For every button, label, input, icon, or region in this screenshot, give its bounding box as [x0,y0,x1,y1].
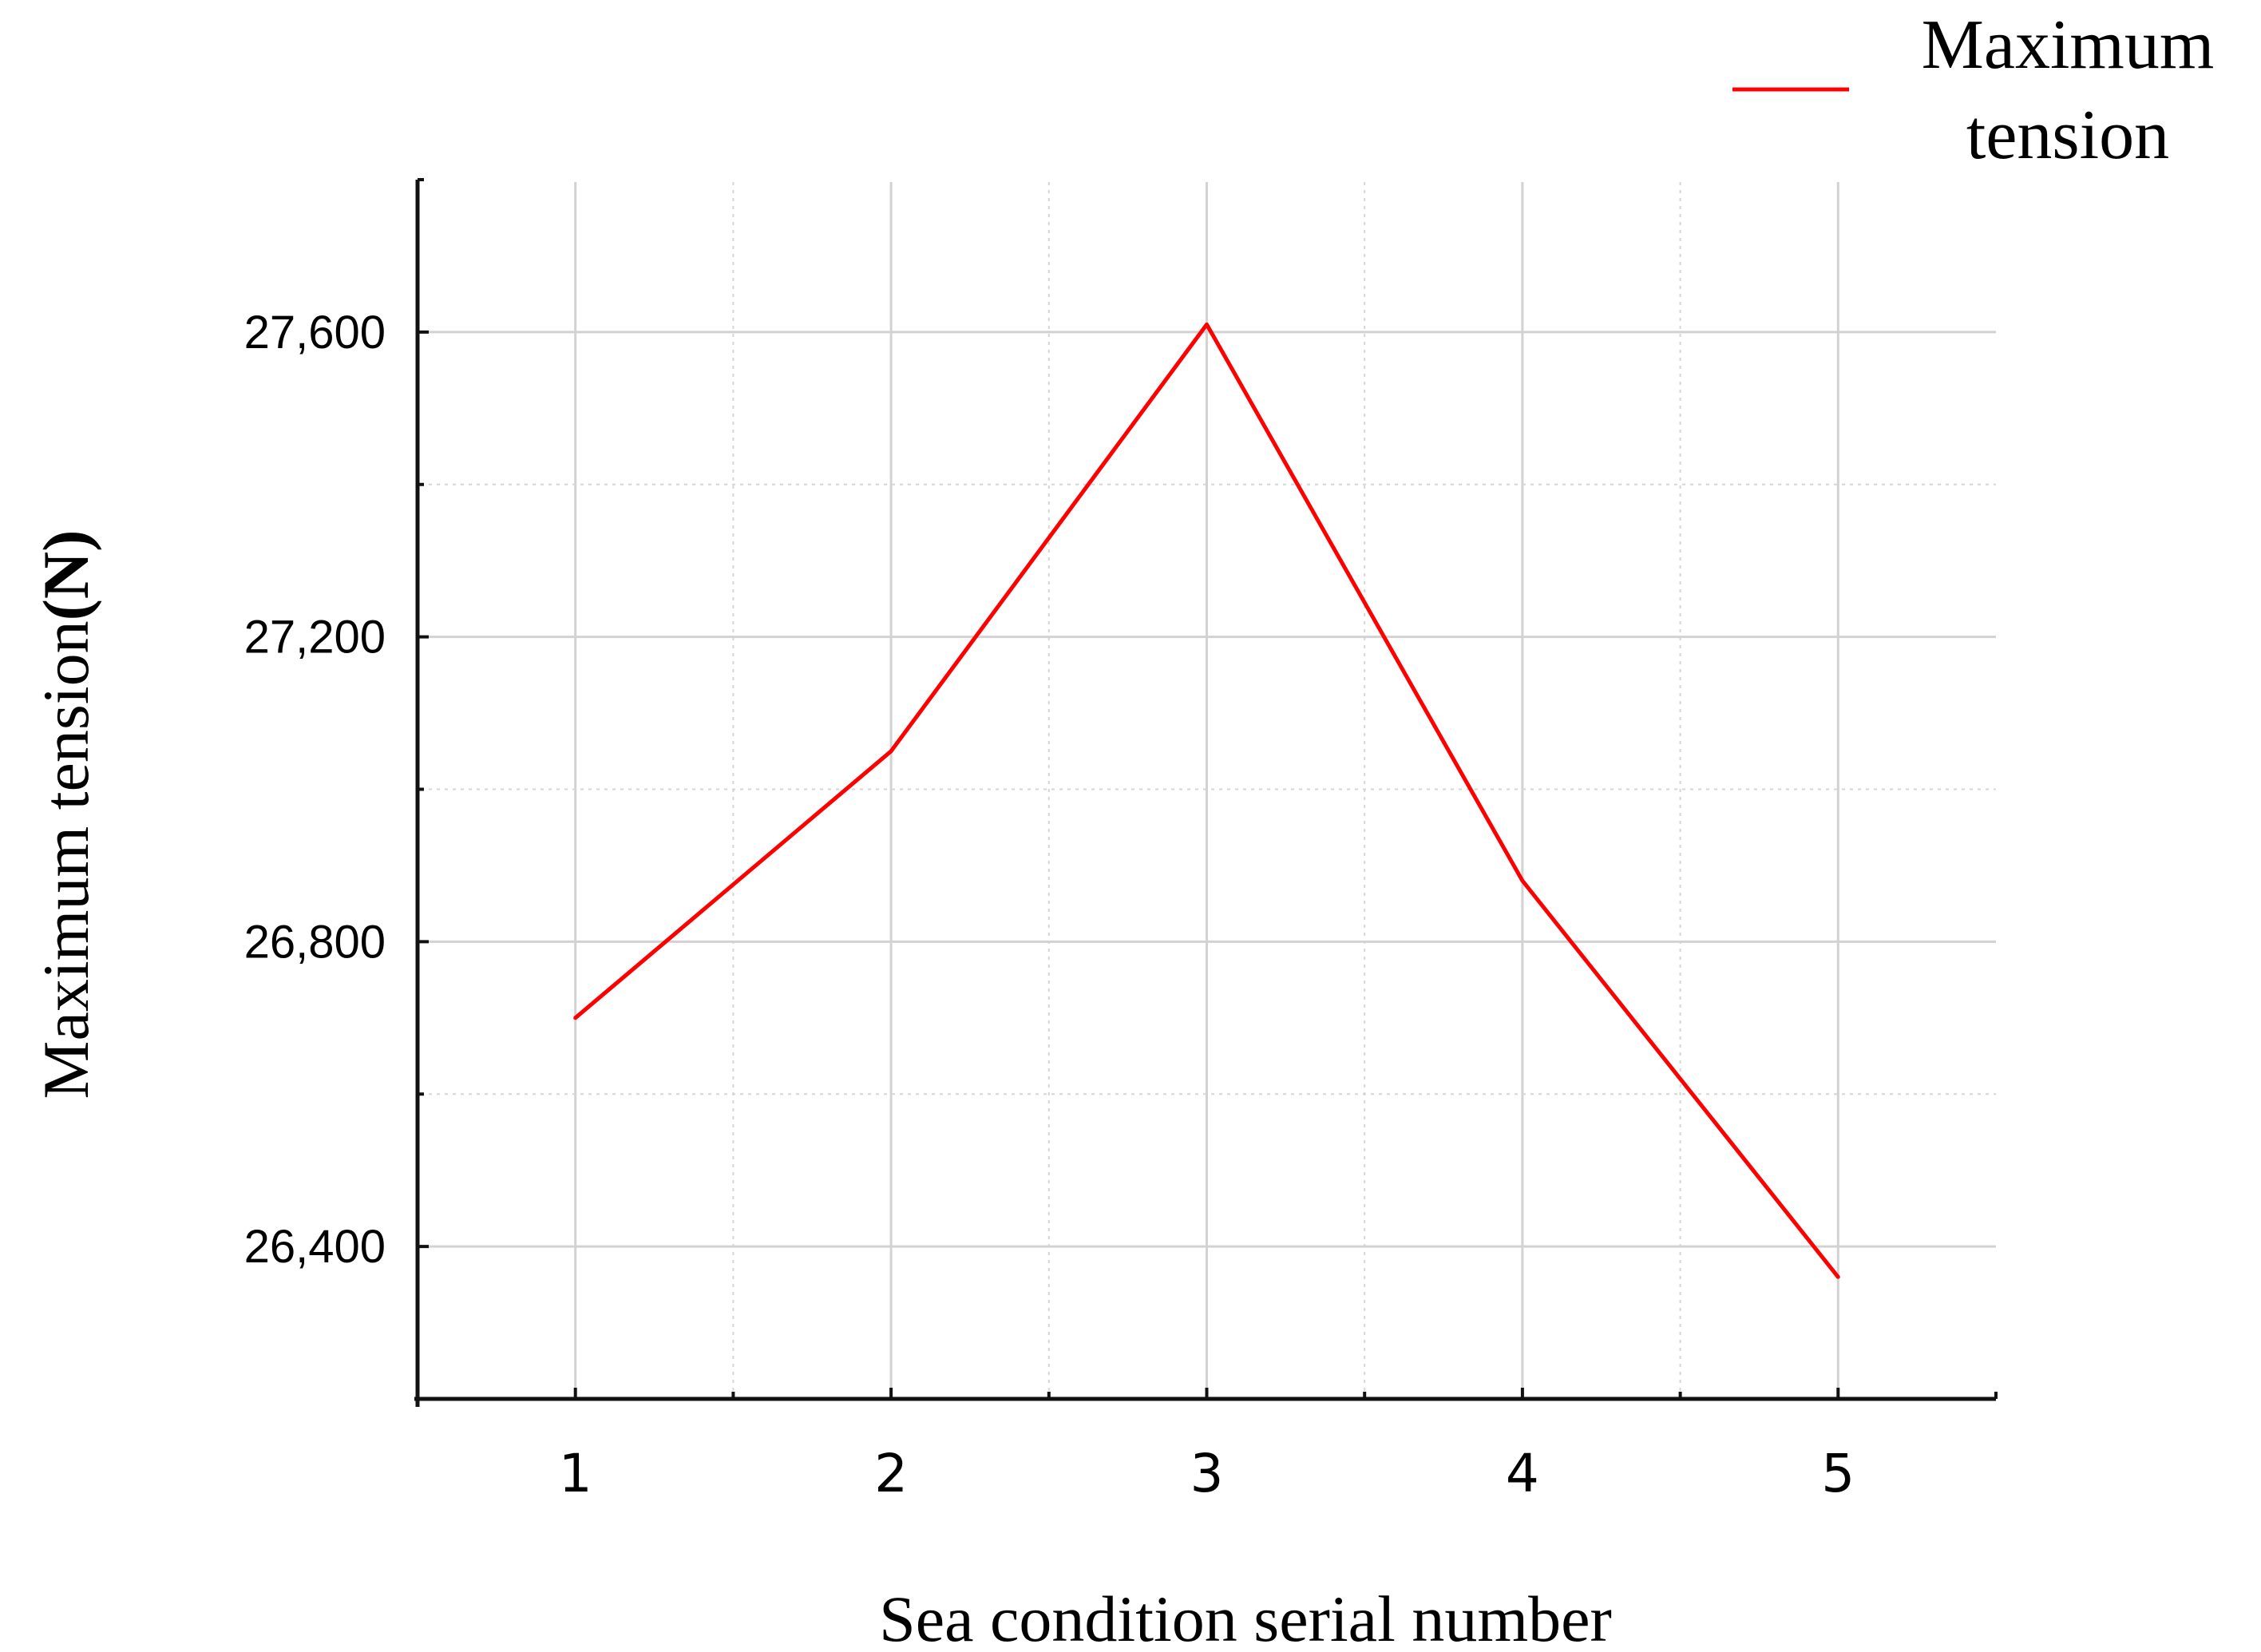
x-tick-label: 2 [874,1443,908,1504]
tick-marks [416,178,1998,1400]
y-tick-label: 27,600 [244,307,386,359]
legend: Maximum tension [1732,6,2214,174]
grid-lines [421,182,1996,1399]
y-axis-title: Maximum tension(N) [30,530,102,1099]
legend-label-line1: Maximum [1922,6,2215,84]
x-axis-title: Sea condition serial number [879,1583,1612,1652]
x-tick-label: 4 [1506,1443,1539,1504]
y-tick-label: 26,800 [244,916,386,968]
y-axis-title-unit: (N) [30,530,102,621]
x-tick-labels: 1 2 3 4 5 [559,1443,1855,1504]
y-axis-title-main: Maximum tension [30,620,102,1099]
y-tick-label: 27,200 [244,612,386,664]
y-tick-labels: 26,400 26,800 27,200 27,600 [244,307,386,1273]
legend-label-line2: tension [1966,97,2169,174]
axes [414,180,1996,1407]
y-tick-label: 26,400 [244,1221,386,1273]
x-tick-label: 1 [559,1443,592,1504]
x-tick-label: 5 [1821,1443,1855,1504]
x-tick-label: 3 [1190,1443,1224,1504]
series-lines [573,322,1840,1279]
series-line-maximum-tension [573,322,1840,1279]
